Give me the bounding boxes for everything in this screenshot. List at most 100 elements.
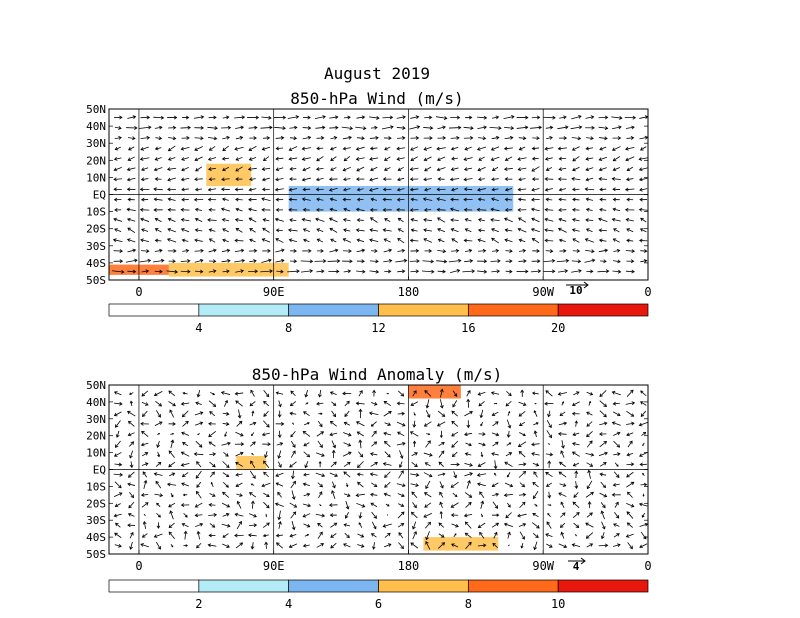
wind-vector: [331, 401, 337, 406]
wind-vector: [611, 421, 621, 426]
wind-vector: [370, 249, 378, 253]
wind-vector: [545, 482, 552, 487]
wind-vector: [328, 177, 338, 182]
wind-vector: [114, 207, 122, 212]
wind-vector: [531, 156, 539, 161]
wind-vector: [182, 493, 188, 497]
wind-vector: [612, 401, 620, 406]
wind-vector: [557, 269, 569, 274]
wind-vector: [356, 197, 364, 202]
wind-vector: [586, 440, 593, 448]
wind-vector: [126, 207, 136, 212]
wind-vector: [167, 145, 176, 152]
wind-vector: [558, 217, 567, 222]
wind-vector: [126, 410, 136, 417]
wind-vector: [327, 259, 341, 263]
wind-vector: [586, 421, 593, 427]
wind-vector: [546, 430, 552, 439]
wind-vector: [438, 461, 444, 467]
wind-vector: [599, 440, 608, 448]
wind-vector: [222, 228, 229, 233]
wind-vector: [140, 135, 151, 140]
wind-vector: [208, 430, 217, 438]
reference-vector-label: 10: [569, 284, 582, 297]
wind-vector: [288, 156, 298, 161]
wind-vector: [507, 410, 511, 416]
x-tick-label: 0: [135, 285, 142, 299]
wind-vector: [304, 533, 310, 537]
wind-vector: [343, 421, 350, 426]
wind-vector: [642, 442, 645, 447]
wind-vector: [437, 136, 447, 140]
wind-vector: [275, 207, 283, 212]
wind-vector: [221, 187, 230, 192]
wind-vector: [571, 114, 582, 120]
wind-vector: [290, 390, 296, 397]
wind-vector: [300, 269, 314, 273]
wind-vector: [262, 533, 269, 538]
wind-vector: [248, 125, 258, 130]
wind-vector: [113, 167, 122, 172]
wind-vector: [127, 227, 136, 234]
wind-vector: [331, 410, 337, 418]
wind-vector: [612, 167, 621, 172]
wind-vector: [303, 472, 310, 477]
wind-vector: [518, 259, 527, 264]
wind-vector: [412, 502, 417, 509]
colorbar-swatch: [198, 303, 290, 317]
wind-vector: [356, 431, 364, 437]
wind-vector: [275, 533, 283, 538]
wind-vector: [197, 433, 200, 436]
wind-vector: [194, 502, 203, 508]
wind-vector: [626, 197, 634, 202]
wind-vector: [640, 217, 647, 223]
wind-vector: [236, 520, 242, 530]
wind-vector: [154, 146, 162, 151]
wind-vector: [263, 400, 270, 407]
wind-vector: [167, 197, 176, 202]
wind-vector: [544, 401, 554, 406]
wind-vector: [288, 238, 298, 243]
wind-vector: [292, 422, 294, 425]
wind-vector: [505, 512, 512, 519]
wind-vector: [600, 481, 606, 489]
shaded-region: [408, 385, 461, 399]
wind-vector: [421, 269, 435, 274]
wind-vector: [369, 146, 378, 151]
wind-vector: [489, 126, 502, 131]
wind-vector: [600, 532, 605, 540]
wind-vector: [369, 238, 379, 243]
wind-vector: [436, 167, 446, 172]
wind-vector: [369, 259, 379, 264]
wind-vector: [506, 390, 512, 397]
wind-vector: [626, 471, 634, 478]
wind-vector: [545, 452, 554, 457]
wind-vector: [114, 115, 123, 120]
wind-vector: [303, 422, 310, 426]
wind-vector: [586, 411, 593, 416]
wind-vector: [477, 269, 488, 274]
wind-vector: [585, 532, 594, 539]
wind-vector: [410, 511, 418, 519]
wind-vector: [207, 218, 217, 222]
wind-vector: [168, 390, 176, 397]
wind-vector: [448, 125, 462, 130]
wind-vector: [409, 177, 419, 182]
wind-vector: [356, 269, 366, 274]
wind-vector: [625, 156, 635, 162]
wind-vector: [277, 491, 282, 498]
wind-vector: [315, 167, 324, 171]
wind-vector: [397, 177, 405, 182]
wind-vector: [316, 543, 325, 548]
wind-vector: [222, 461, 230, 469]
wind-vector: [559, 115, 567, 120]
wind-vector: [358, 439, 363, 449]
wind-vector: [289, 218, 297, 222]
wind-vector: [463, 126, 474, 130]
wind-vector: [127, 156, 135, 161]
wind-vector: [585, 115, 595, 120]
wind-vector: [491, 177, 499, 182]
wind-vector: [410, 115, 420, 120]
wind-vector: [235, 431, 244, 437]
wind-vector: [382, 462, 392, 466]
